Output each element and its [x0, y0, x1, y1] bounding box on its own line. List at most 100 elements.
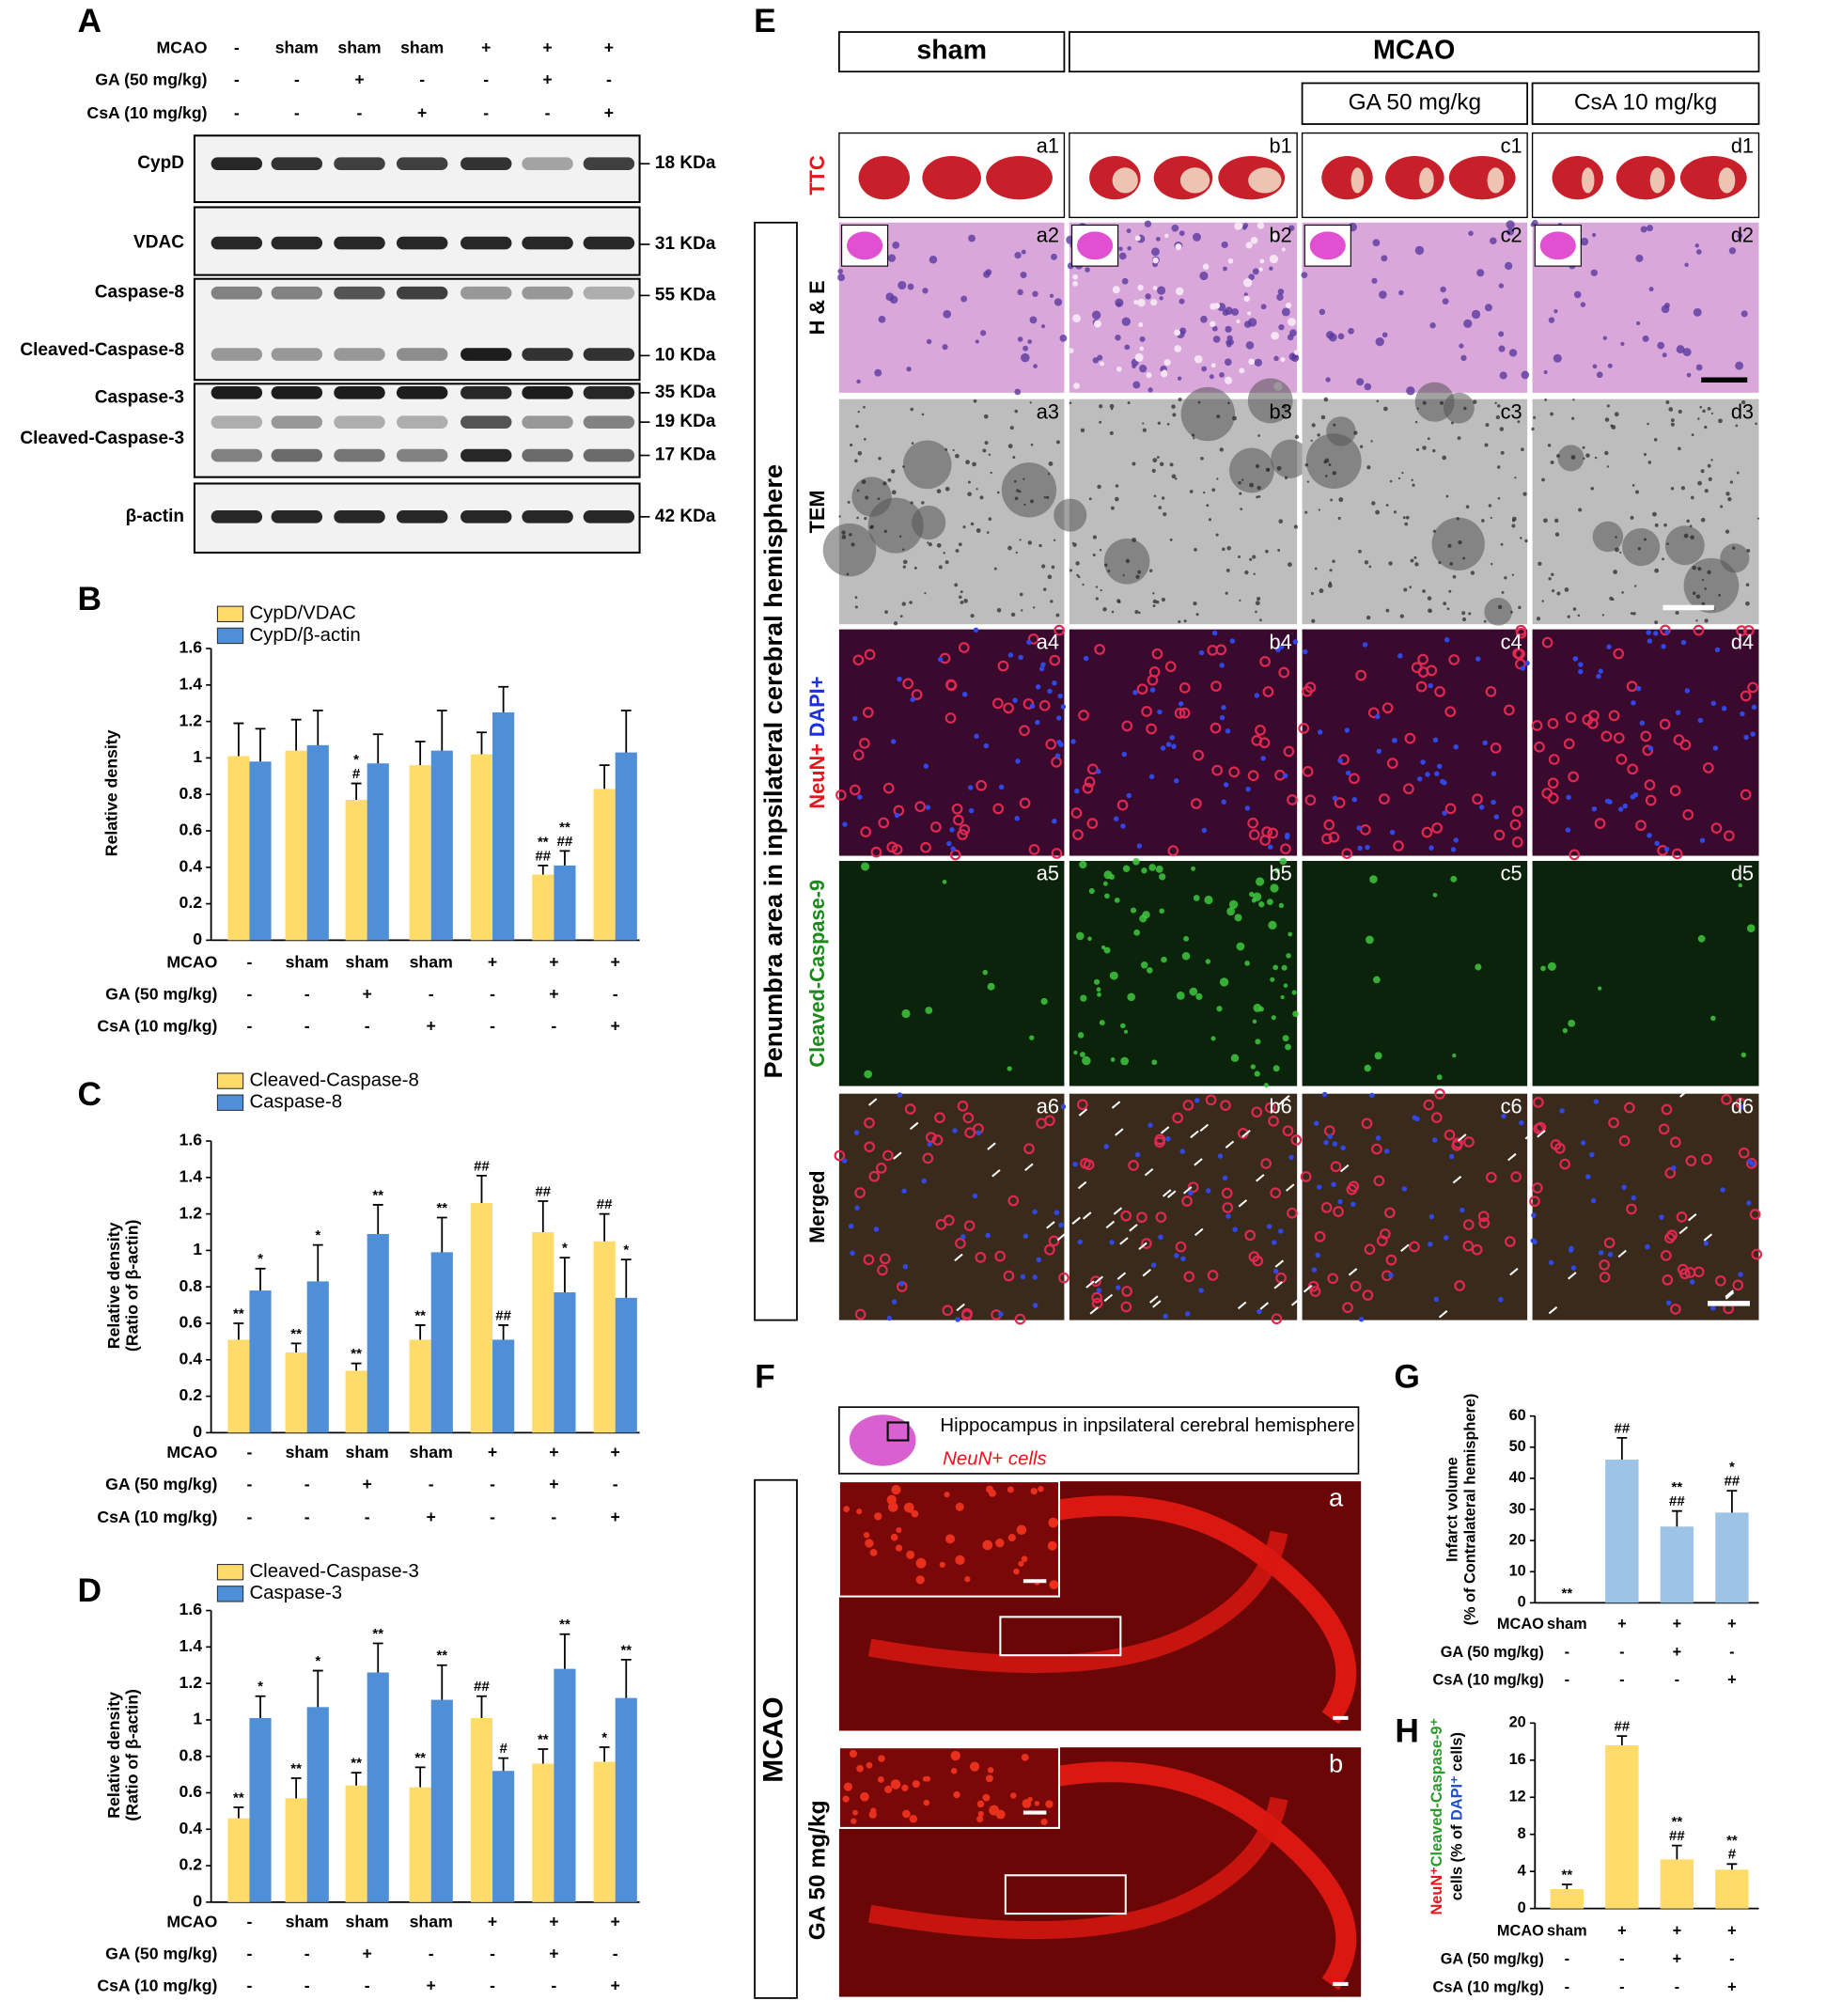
neuron [1121, 1286, 1133, 1297]
condition-value: + [549, 985, 558, 1004]
signal [1292, 1010, 1299, 1018]
size-label: 19 KDa [655, 412, 716, 431]
granule [1015, 551, 1018, 555]
arrow [1507, 1152, 1517, 1162]
signal [1099, 1020, 1105, 1026]
significance-mark: ** [436, 1648, 447, 1664]
condition-value: + [427, 1017, 436, 1036]
granule [1409, 586, 1413, 589]
granule [1481, 519, 1485, 523]
signal [1161, 956, 1167, 963]
neuron [1367, 707, 1380, 719]
significance-mark: * [1729, 1460, 1735, 1476]
signal [1436, 1074, 1443, 1081]
error-bar [290, 1342, 302, 1353]
nucleus [1316, 1184, 1322, 1190]
mitochondrion [822, 523, 877, 577]
signal [1148, 864, 1156, 871]
neuron [1531, 720, 1543, 731]
y-tick-label: 1.4 [180, 1167, 203, 1186]
nucleus [1746, 1159, 1753, 1164]
cell [1222, 309, 1229, 316]
bar [227, 1818, 250, 1902]
nucleus [1060, 1103, 1067, 1110]
granule [1410, 558, 1414, 563]
granule [1647, 422, 1649, 426]
nucleus [1428, 1213, 1435, 1220]
micrograph [1066, 220, 1300, 393]
condition-value: - [1619, 1672, 1624, 1689]
y-tick-label: 1.2 [180, 1673, 203, 1692]
mitochondrion [902, 440, 952, 490]
neuron [1014, 1313, 1026, 1325]
mitochondrion [1622, 527, 1661, 567]
neuron [849, 784, 861, 796]
granule [1257, 434, 1260, 437]
granule [1701, 602, 1706, 606]
signal [1547, 961, 1556, 971]
signal [1286, 953, 1291, 959]
neuron [1532, 1182, 1543, 1194]
cell [1398, 289, 1404, 296]
vacuole [1239, 367, 1245, 374]
header-box [1531, 82, 1760, 125]
signal [1140, 961, 1148, 969]
row-label-part: DAPI+ [805, 677, 829, 738]
blot-band [522, 415, 573, 429]
neuron [944, 712, 957, 724]
granule [1449, 561, 1454, 566]
granule [1152, 599, 1157, 604]
nucleus [1432, 737, 1439, 743]
y-axis-label-part: NeuN⁺ [1428, 1867, 1445, 1914]
granule [1255, 601, 1260, 606]
neuron [1721, 1093, 1732, 1105]
nucleus [955, 1317, 960, 1322]
brain-icon [849, 1414, 916, 1466]
granule [1323, 460, 1327, 464]
neuron [896, 1526, 902, 1534]
granule [1072, 542, 1077, 547]
granule [1287, 562, 1292, 568]
blot-band [396, 286, 448, 300]
condition-value: - [1729, 1950, 1734, 1967]
arrow [1194, 1227, 1204, 1237]
granule [1030, 499, 1034, 504]
nucleus [1035, 719, 1040, 726]
bar [249, 1290, 272, 1433]
nucleus [1559, 1108, 1565, 1114]
granule [993, 567, 997, 570]
granule [1456, 517, 1460, 521]
condition-value: + [362, 1475, 371, 1493]
condition-value: - [247, 1443, 253, 1461]
neuron [1058, 1272, 1069, 1284]
granule [1635, 490, 1639, 494]
neuron [902, 678, 914, 690]
cell [1260, 304, 1267, 310]
neuron [1702, 762, 1714, 774]
granule [1511, 524, 1516, 528]
granule [1022, 477, 1025, 480]
neuron [1742, 625, 1755, 636]
micrograph [1302, 382, 1528, 626]
signal [1080, 994, 1087, 1002]
cell [874, 368, 882, 377]
cell [1017, 289, 1023, 296]
granule [1222, 547, 1225, 552]
y-axis-label-part: cells) [1449, 1732, 1466, 1775]
condition-label: MCAO [166, 1912, 217, 1930]
blot-band [522, 386, 573, 399]
neuron [865, 1539, 874, 1548]
nucleus [1433, 1296, 1440, 1303]
error-bar [498, 685, 509, 712]
neuron [1048, 1517, 1059, 1528]
arrow [1094, 1275, 1104, 1284]
condition-value: - [490, 1017, 495, 1036]
condition-value: sham [346, 1912, 389, 1930]
cell [1147, 387, 1153, 393]
neuron [1321, 833, 1333, 845]
column-header: CsA 10 mg/kg [1574, 90, 1717, 116]
granule [1370, 440, 1373, 443]
condition-value: - [304, 1944, 310, 1962]
signal [1271, 1015, 1276, 1021]
significance-mark: ** [538, 1731, 549, 1747]
